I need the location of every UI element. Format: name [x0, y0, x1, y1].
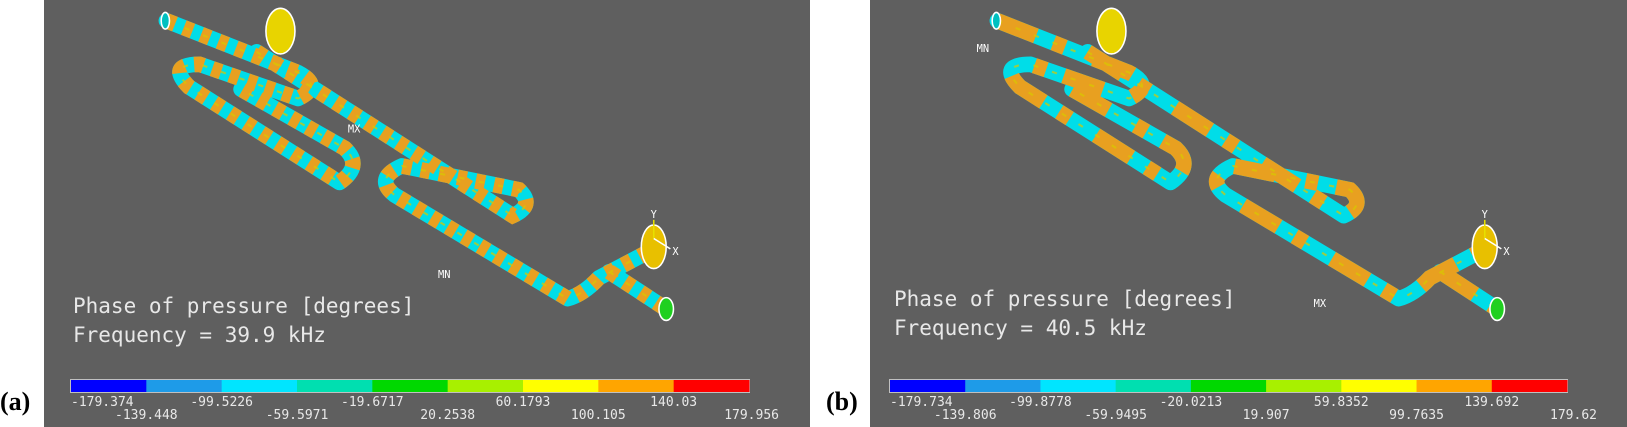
max-marker: MX [348, 124, 361, 136]
flange [265, 7, 296, 55]
axis-line [1484, 237, 1502, 250]
model: Y X MX MN [977, 7, 1510, 322]
model: Y X MX MN [158, 7, 679, 322]
colorbar-label: -20.0213 [1160, 395, 1223, 410]
colorbar-segment [146, 380, 223, 392]
pipe-edge [996, 19, 1498, 310]
colorbar-segment [372, 380, 449, 392]
axis-label: X [1503, 246, 1510, 258]
colorbar-label: -99.5226 [190, 395, 253, 410]
inlet [991, 11, 1002, 30]
colorbar-segment [297, 380, 373, 392]
panel-label: (a) [0, 387, 30, 416]
colorbar-label: 19.907 [1243, 408, 1290, 423]
colorbar-label: -99.8778 [1009, 395, 1072, 410]
min-marker: MN [977, 43, 989, 55]
colorbar-label: -59.9495 [1084, 408, 1147, 423]
colorbar-label: 139.692 [1464, 395, 1519, 410]
outlet [1489, 296, 1506, 322]
colorbar-segment [1416, 380, 1493, 392]
result-title: Phase of pressure [degrees] [73, 294, 414, 318]
min-marker: MN [438, 269, 450, 281]
colorbar-segment [1040, 380, 1117, 392]
panel-label: (b) [826, 387, 858, 416]
colorbar-segment [598, 380, 675, 392]
colorbar-label: -179.734 [890, 395, 953, 410]
colorbar-segment [1491, 380, 1568, 392]
colorbar-segment [71, 380, 147, 392]
axis-line [653, 237, 671, 250]
outlet [658, 296, 675, 322]
panel: (b) Y X MX MN Phase of pressure [degrees] Freq… [826, 0, 1627, 427]
colorbar-label: 20.2538 [420, 408, 475, 423]
colorbar-segment [523, 380, 599, 392]
colorbar-segment [890, 380, 966, 392]
colorbar-label: 100.105 [571, 408, 626, 423]
colorbar-label: 59.8352 [1314, 395, 1369, 410]
colorbar-label: 99.7635 [1389, 408, 1444, 423]
colorbar-segment [221, 380, 298, 392]
colorbar-segment [447, 380, 524, 392]
result-title: Phase of pressure [degrees] [894, 287, 1235, 311]
frequency: Frequency = 39.9 kHz [73, 323, 326, 347]
colorbar-segment [1341, 380, 1418, 392]
flange [1096, 7, 1127, 55]
colorbar-segment [673, 380, 750, 392]
colorbar-segment [1190, 380, 1267, 392]
panel: (a) Y X MX MN Phase of pressure [degrees] Freq… [0, 0, 810, 427]
colorbar-label: -139.448 [115, 408, 178, 423]
axis-label: Y [1482, 209, 1489, 221]
colorbar-segment [965, 380, 1041, 392]
inlet [160, 11, 171, 30]
max-marker: MX [1314, 298, 1327, 310]
colorbar-label: -59.5971 [266, 408, 329, 423]
colorbar-label: 140.03 [650, 395, 697, 410]
frequency: Frequency = 40.5 kHz [894, 316, 1147, 340]
colorbar-label: 179.62 [1550, 408, 1597, 423]
colorbar-label: -139.806 [934, 408, 997, 423]
colorbar-label: 60.1793 [496, 395, 551, 410]
axis-label: X [672, 246, 679, 258]
pipe-edge [165, 19, 667, 310]
colorbar-label: -19.6717 [341, 395, 404, 410]
colorbar-segment [1266, 380, 1342, 392]
axis-label: Y [651, 209, 658, 221]
colorbar-label: -179.374 [71, 395, 134, 410]
colorbar-label: 179.956 [724, 408, 779, 423]
colorbar-segment [1115, 380, 1192, 392]
